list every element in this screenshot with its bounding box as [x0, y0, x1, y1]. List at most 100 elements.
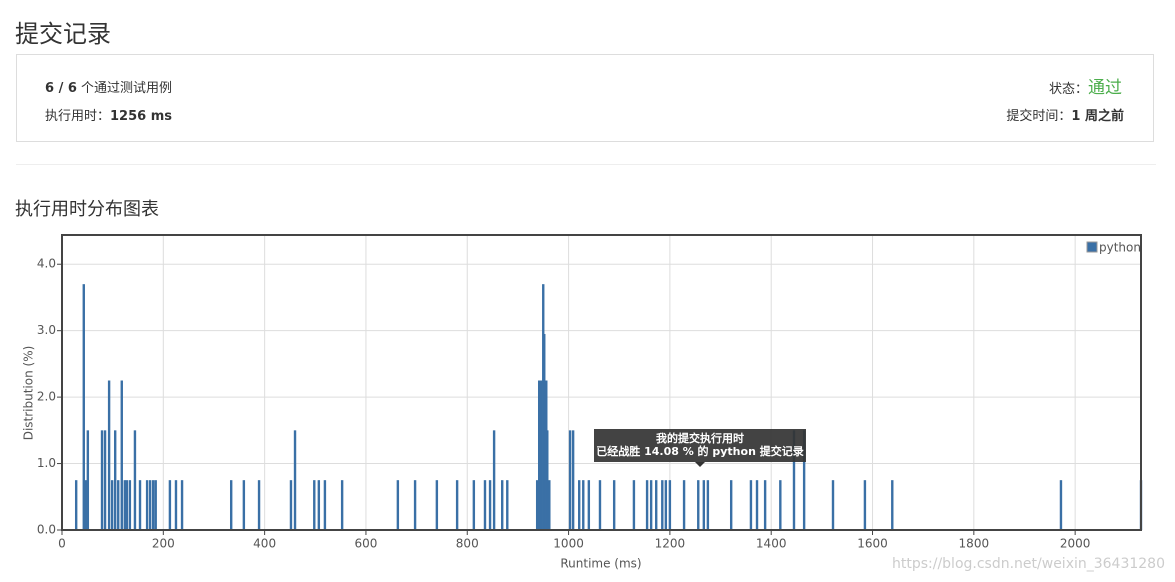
bar	[492, 430, 496, 530]
bar	[317, 480, 321, 530]
x-tick-label: 0	[58, 537, 66, 551]
bar	[289, 480, 293, 530]
bar	[340, 480, 344, 530]
bar	[501, 480, 504, 530]
bar	[546, 430, 549, 530]
bar	[863, 480, 867, 530]
bar	[113, 430, 117, 530]
bar	[293, 430, 297, 530]
x-tick-label: 1800	[959, 537, 990, 551]
bar	[84, 480, 88, 530]
bar	[831, 480, 835, 530]
bar	[488, 480, 492, 530]
summary-box	[16, 54, 1154, 142]
bar	[649, 480, 653, 530]
bar	[145, 480, 149, 530]
bar	[587, 480, 591, 530]
bar	[632, 480, 636, 530]
runtime-row: 执行用时：1256 ms	[45, 105, 172, 124]
bar	[313, 480, 316, 530]
legend-label: python	[1099, 241, 1141, 255]
bar	[540, 380, 543, 530]
bar	[413, 480, 417, 530]
bar	[506, 480, 509, 530]
bar	[107, 380, 111, 530]
passed-row: 6 / 6 个通过测试用例	[45, 77, 172, 96]
x-tick-label: 1600	[857, 537, 888, 551]
bar	[133, 430, 137, 530]
bar	[229, 480, 233, 530]
runtime-value: 1256 ms	[110, 109, 173, 124]
tooltip-box	[594, 429, 806, 462]
bar	[763, 480, 767, 530]
bar	[123, 480, 127, 530]
y-tick-label: 3.0	[37, 323, 56, 337]
x-tick-label: 600	[354, 537, 377, 551]
bar	[86, 430, 90, 530]
bar	[755, 480, 759, 530]
status-label: 状态：	[1048, 82, 1088, 97]
bar	[125, 480, 129, 530]
y-tick-label: 0.0	[37, 523, 56, 537]
bar	[697, 480, 700, 530]
tooltip-text: 我的提交执行用时	[656, 431, 744, 445]
x-tick-label: 800	[456, 537, 479, 551]
page-title: 提交记录	[15, 20, 111, 48]
bar	[110, 480, 114, 530]
divider	[16, 164, 1156, 165]
bar	[174, 480, 178, 530]
bar	[323, 480, 327, 530]
bar	[682, 480, 686, 530]
bar	[706, 480, 710, 530]
time-value: 1 周之前	[1071, 109, 1124, 124]
watermark: https://blog.csdn.net/weixin_36431280	[892, 556, 1165, 572]
bar	[396, 480, 400, 530]
bar	[154, 480, 157, 530]
section-title: 执行用时分布图表	[15, 199, 159, 220]
bar	[568, 430, 572, 530]
y-tick-label: 1.0	[37, 456, 56, 470]
bar	[151, 480, 155, 530]
bar	[128, 480, 132, 530]
bar	[779, 480, 782, 530]
bar	[661, 480, 664, 530]
bar	[655, 480, 658, 530]
bar	[612, 480, 616, 530]
bar	[702, 480, 706, 530]
bar	[74, 480, 78, 530]
bar	[548, 480, 551, 530]
time-label: 提交时间：	[1006, 109, 1072, 124]
bar	[891, 480, 894, 530]
bar	[168, 480, 172, 530]
bar	[749, 480, 753, 530]
bar	[472, 480, 476, 530]
bar	[180, 480, 184, 530]
x-tick-label: 200	[152, 537, 175, 551]
x-axis-label: Runtime (ms)	[560, 557, 641, 571]
tooltip-arrow	[695, 462, 705, 467]
time-row: 提交时间：1 周之前	[1006, 105, 1124, 124]
bar	[103, 430, 107, 530]
status-value: 通过	[1088, 78, 1122, 98]
bar	[582, 480, 585, 530]
legend-swatch	[1086, 241, 1098, 253]
bar	[257, 480, 261, 530]
bar	[792, 430, 796, 530]
bar	[435, 480, 439, 530]
bar	[645, 480, 649, 530]
bar	[138, 480, 142, 530]
tooltip-text: 已经战胜 14.08 % 的 python 提交记录	[596, 444, 804, 458]
bar	[148, 480, 152, 530]
bar	[668, 480, 672, 530]
bar	[535, 480, 539, 530]
bar	[82, 284, 85, 530]
bar	[543, 333, 546, 530]
bar	[598, 480, 602, 530]
bar	[120, 380, 123, 530]
bar	[664, 480, 668, 530]
bar	[729, 480, 733, 530]
bar	[242, 480, 246, 530]
x-tick-label: 400	[253, 537, 276, 551]
